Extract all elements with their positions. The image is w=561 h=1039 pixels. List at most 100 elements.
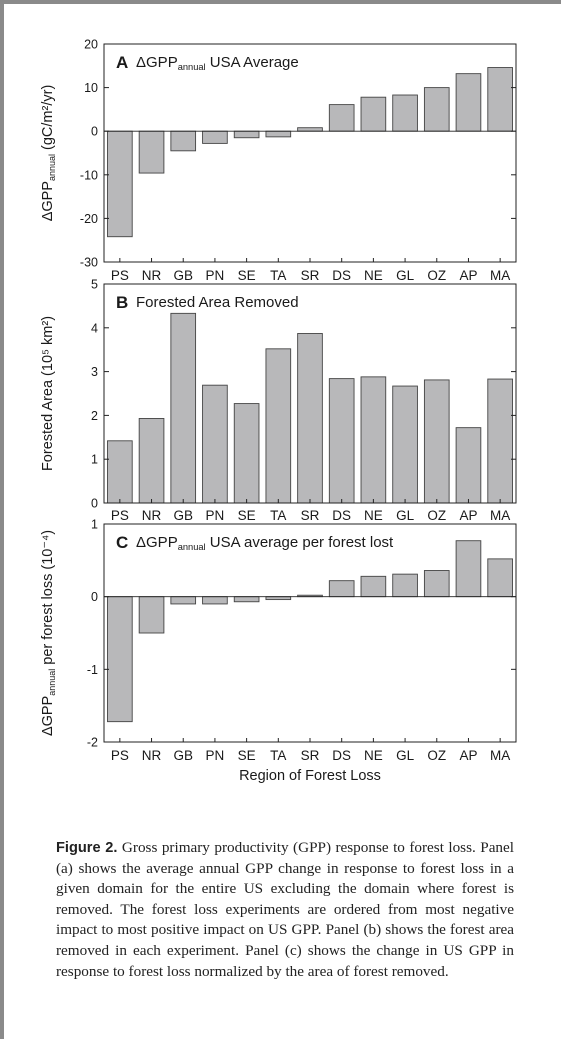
caption-text: Gross primary productivity (GPP) respons… bbox=[56, 839, 514, 980]
x-tick-label-ne: NE bbox=[364, 268, 383, 283]
x-tick-label-nr: NR bbox=[142, 748, 162, 763]
x-tick-label-nr: NR bbox=[142, 508, 162, 523]
y-tick-label: 2 bbox=[91, 409, 98, 423]
x-axis-label: Region of Forest Loss bbox=[239, 768, 381, 784]
y-axis-label: ΔGPPannual per forest loss (10⁻⁴) bbox=[40, 530, 57, 736]
x-tick-label-ma: MA bbox=[490, 748, 510, 763]
y-tick-label: -20 bbox=[80, 212, 98, 226]
y-tick-label: -30 bbox=[80, 256, 98, 270]
y-tick-label: 4 bbox=[91, 321, 98, 335]
panel-title-sub: annual bbox=[178, 542, 206, 552]
x-tick-label-sr: SR bbox=[301, 748, 320, 763]
x-tick-label-gb: GB bbox=[173, 268, 193, 283]
bar-ta bbox=[265, 348, 292, 504]
x-tick-label-gl: GL bbox=[396, 748, 415, 763]
caption-label: Figure 2. bbox=[56, 840, 118, 856]
x-tick-label-nr: NR bbox=[142, 268, 162, 283]
y-tick-label: 1 bbox=[91, 453, 98, 467]
y-axis-label-rest: (gC/m²/yr) bbox=[40, 85, 56, 154]
x-tick-label-ds: DS bbox=[332, 508, 351, 523]
axes-frame bbox=[103, 43, 517, 263]
y-axis-label-rest: per forest loss (10⁻⁴) bbox=[40, 530, 56, 669]
x-tick-label-ds: DS bbox=[332, 268, 351, 283]
panel-title-main: ΔGPP bbox=[136, 534, 178, 551]
bar-pn bbox=[202, 384, 228, 504]
panel-title-sub: annual bbox=[178, 62, 206, 72]
bar-ap bbox=[455, 427, 482, 504]
bar-sr bbox=[297, 333, 323, 504]
panel-title: ΔGPPannual USA Average bbox=[136, 54, 299, 72]
bar-oz bbox=[423, 570, 450, 598]
y-tick-label: 10 bbox=[84, 81, 98, 95]
x-tick-label-ps: PS bbox=[111, 508, 129, 523]
x-tick-label-se: SE bbox=[238, 508, 256, 523]
panel-title-rest: USA average per forest lost bbox=[206, 534, 394, 551]
x-tick-label-oz: OZ bbox=[427, 508, 446, 523]
x-tick-label-ta: TA bbox=[270, 268, 286, 283]
y-tick-label: -10 bbox=[80, 168, 98, 182]
bar-gb bbox=[170, 312, 197, 504]
x-tick-label-ne: NE bbox=[364, 508, 383, 523]
x-tick-label-sr: SR bbox=[301, 508, 320, 523]
x-tick-label-ap: AP bbox=[459, 508, 477, 523]
x-tick-label-gb: GB bbox=[173, 508, 193, 523]
panel-title-main: Forested Area Removed bbox=[136, 294, 299, 311]
x-tick-label-gl: GL bbox=[396, 268, 415, 283]
x-tick-label-gl: GL bbox=[396, 508, 415, 523]
panel-title-main: ΔGPP bbox=[136, 54, 178, 71]
y-tick-label: -1 bbox=[87, 663, 98, 677]
bar-ds bbox=[328, 104, 355, 132]
x-tick-label-ds: DS bbox=[332, 748, 351, 763]
y-tick-label: -2 bbox=[87, 736, 98, 750]
bar-gl bbox=[392, 385, 418, 504]
bar-nr bbox=[138, 596, 165, 634]
bar-nr bbox=[138, 130, 165, 174]
bar-oz bbox=[423, 87, 450, 132]
bar-ta bbox=[265, 130, 292, 138]
x-tick-label-ps: PS bbox=[111, 748, 129, 763]
panel-a: -30 -20 -10 0 10 20 PS NR GB PN SE TA SR DS NE GL OZ AP MA… bbox=[40, 38, 517, 283]
y-tick-label: 0 bbox=[91, 497, 98, 511]
bar-ne bbox=[360, 376, 387, 504]
panel-title-rest: USA Average bbox=[206, 54, 299, 71]
x-tick-label-ta: TA bbox=[270, 748, 286, 763]
bar-ps bbox=[107, 440, 133, 504]
y-tick-label: 0 bbox=[91, 125, 98, 139]
x-tick-label-pn: PN bbox=[206, 268, 225, 283]
bar-gl bbox=[392, 573, 418, 598]
bar-pn bbox=[202, 596, 228, 605]
x-tick-label-oz: OZ bbox=[427, 268, 446, 283]
x-tick-label-se: SE bbox=[238, 748, 256, 763]
y-axis-label-main: ΔGPP bbox=[40, 696, 56, 736]
panel-title: ΔGPPannual USA average per forest lost bbox=[136, 534, 394, 552]
bar-ma bbox=[487, 558, 513, 598]
panel-title: Forested Area Removed bbox=[136, 294, 299, 311]
y-tick-label: 1 bbox=[91, 518, 98, 532]
bar-ds bbox=[328, 580, 355, 598]
bar-ma bbox=[487, 378, 513, 504]
bar-oz bbox=[423, 379, 450, 504]
y-axis-label: ΔGPPannual (gC/m²/yr) bbox=[40, 85, 57, 222]
x-tick-label-ap: AP bbox=[459, 748, 477, 763]
x-tick-label-pn: PN bbox=[206, 508, 225, 523]
bar-ap bbox=[455, 540, 482, 598]
x-tick-label-ne: NE bbox=[364, 748, 383, 763]
bar-ma bbox=[487, 67, 513, 132]
y-axis-label-sub: annual bbox=[47, 154, 57, 181]
bar-se bbox=[233, 596, 260, 603]
y-tick-label: 20 bbox=[84, 38, 98, 52]
x-tick-label-ap: AP bbox=[459, 268, 477, 283]
bar-nr bbox=[138, 418, 165, 504]
frame-top-border bbox=[0, 0, 561, 4]
x-tick-label-oz: OZ bbox=[427, 748, 446, 763]
panel-letter: B bbox=[116, 293, 128, 312]
figure-caption: Figure 2. Gross primary productivity (GP… bbox=[56, 838, 514, 982]
x-tick-label-sr: SR bbox=[301, 268, 320, 283]
y-axis-label-main: ΔGPP bbox=[40, 181, 56, 221]
frame-left-border bbox=[0, 0, 4, 1039]
bar-gb bbox=[170, 130, 197, 152]
bar-ps bbox=[107, 130, 133, 238]
y-tick-label: 3 bbox=[91, 365, 98, 379]
